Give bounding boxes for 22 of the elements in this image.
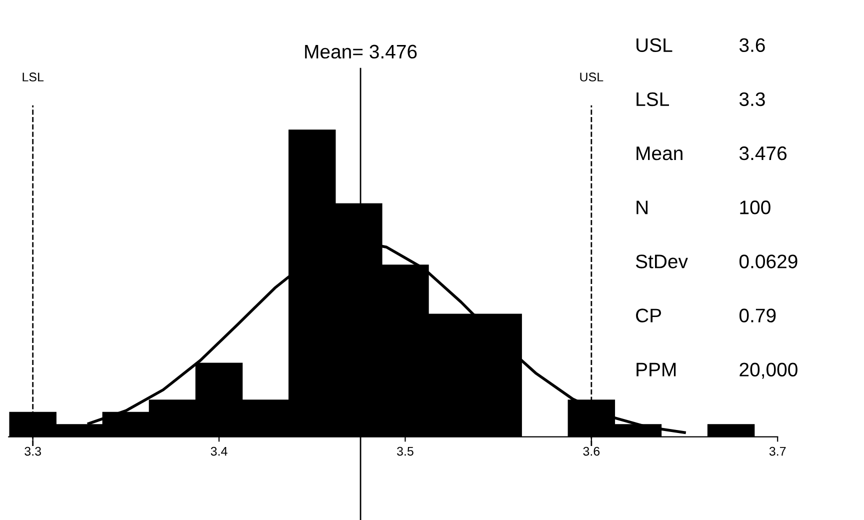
x-tick-label: 3.3	[24, 446, 41, 456]
ref-line-label: USL	[580, 72, 604, 82]
text: LSL	[636, 92, 669, 106]
annotation: 0.79	[739, 308, 776, 322]
annotation: Mean	[636, 146, 682, 160]
annotation: 0.0629	[739, 254, 798, 268]
annotation: 100	[740, 200, 770, 214]
ref-line-label: LSL	[22, 72, 44, 82]
annotation: StDev	[636, 254, 688, 268]
annotation: CP	[636, 308, 662, 322]
annotation: 20,000	[740, 362, 798, 379]
annotation: PPM	[636, 362, 676, 376]
x-tick-label: 3.5	[397, 446, 414, 456]
annotation: N	[636, 200, 648, 214]
text: 3.6	[739, 38, 765, 52]
ref-line-label: Mean= 3.476	[305, 44, 417, 59]
text: 3.3	[739, 92, 765, 106]
x-tick-label: 3.7	[769, 446, 786, 456]
x-tick-label: 3.4	[210, 446, 228, 456]
x-tick-label: 3.6	[583, 446, 600, 456]
annotation: 3.476	[739, 146, 787, 160]
text: USL	[636, 38, 672, 52]
